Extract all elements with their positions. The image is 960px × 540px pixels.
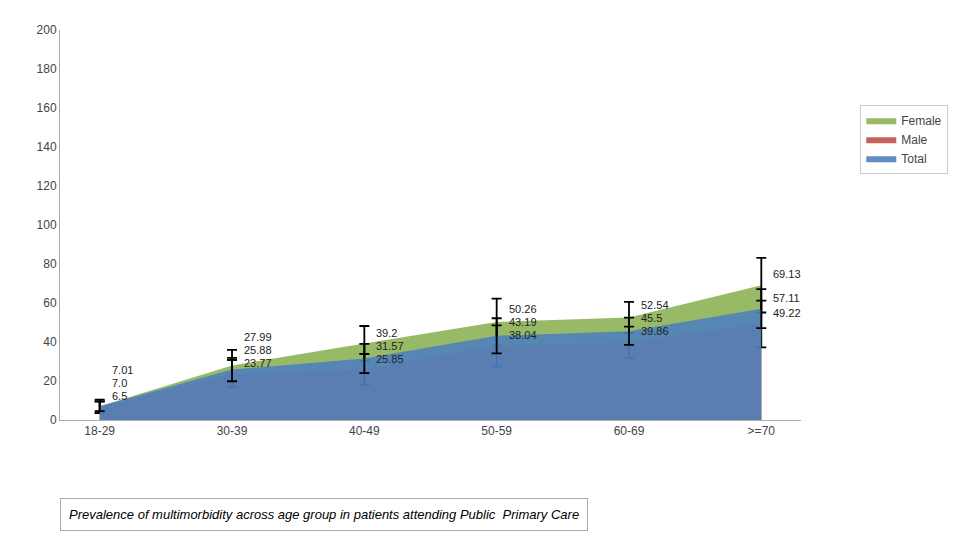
svg-text:50.26: 50.26 (509, 303, 537, 315)
svg-text:60-69: 60-69 (614, 424, 645, 438)
svg-text:39.2: 39.2 (376, 327, 397, 339)
svg-text:120: 120 (37, 179, 57, 193)
svg-text:140: 140 (37, 140, 57, 154)
svg-text:60: 60 (43, 296, 57, 310)
svg-text:100: 100 (37, 218, 57, 232)
svg-text:40-49: 40-49 (349, 424, 380, 438)
svg-text:7.0: 7.0 (112, 377, 127, 389)
svg-text:25.85: 25.85 (376, 353, 404, 365)
svg-text:20: 20 (43, 374, 57, 388)
svg-text:Female: Female (901, 114, 941, 128)
svg-text:6.5: 6.5 (112, 390, 127, 402)
svg-text:43.19: 43.19 (509, 316, 537, 328)
svg-text:Male: Male (901, 133, 927, 147)
svg-text:25.88: 25.88 (244, 344, 272, 356)
svg-text:80: 80 (43, 257, 57, 271)
svg-text:30-39: 30-39 (217, 424, 248, 438)
svg-text:23.77: 23.77 (244, 357, 272, 369)
svg-text:0: 0 (50, 413, 57, 427)
svg-text:Prevalence of multimorbidity a: Prevalence of multimorbidity across age … (69, 507, 579, 522)
svg-text:31.57: 31.57 (376, 340, 404, 352)
svg-text:45.5: 45.5 (641, 312, 662, 324)
svg-text:160: 160 (37, 101, 57, 115)
svg-text:180: 180 (37, 62, 57, 76)
svg-text:7.01: 7.01 (112, 364, 133, 376)
svg-text:18-29: 18-29 (84, 424, 115, 438)
svg-text:52.54: 52.54 (641, 299, 669, 311)
svg-text:Total: Total (901, 152, 926, 166)
svg-text:200: 200 (37, 23, 57, 37)
svg-text:49.22: 49.22 (773, 307, 801, 319)
svg-text:38.04: 38.04 (509, 329, 537, 341)
svg-text:50-59: 50-59 (481, 424, 512, 438)
svg-text:57.11: 57.11 (773, 292, 800, 304)
svg-text:39.86: 39.86 (641, 325, 669, 337)
svg-text:69.13: 69.13 (773, 268, 801, 280)
svg-text:40: 40 (43, 335, 57, 349)
svg-text:27.99: 27.99 (244, 331, 272, 343)
svg-text:>=70: >=70 (748, 424, 776, 438)
